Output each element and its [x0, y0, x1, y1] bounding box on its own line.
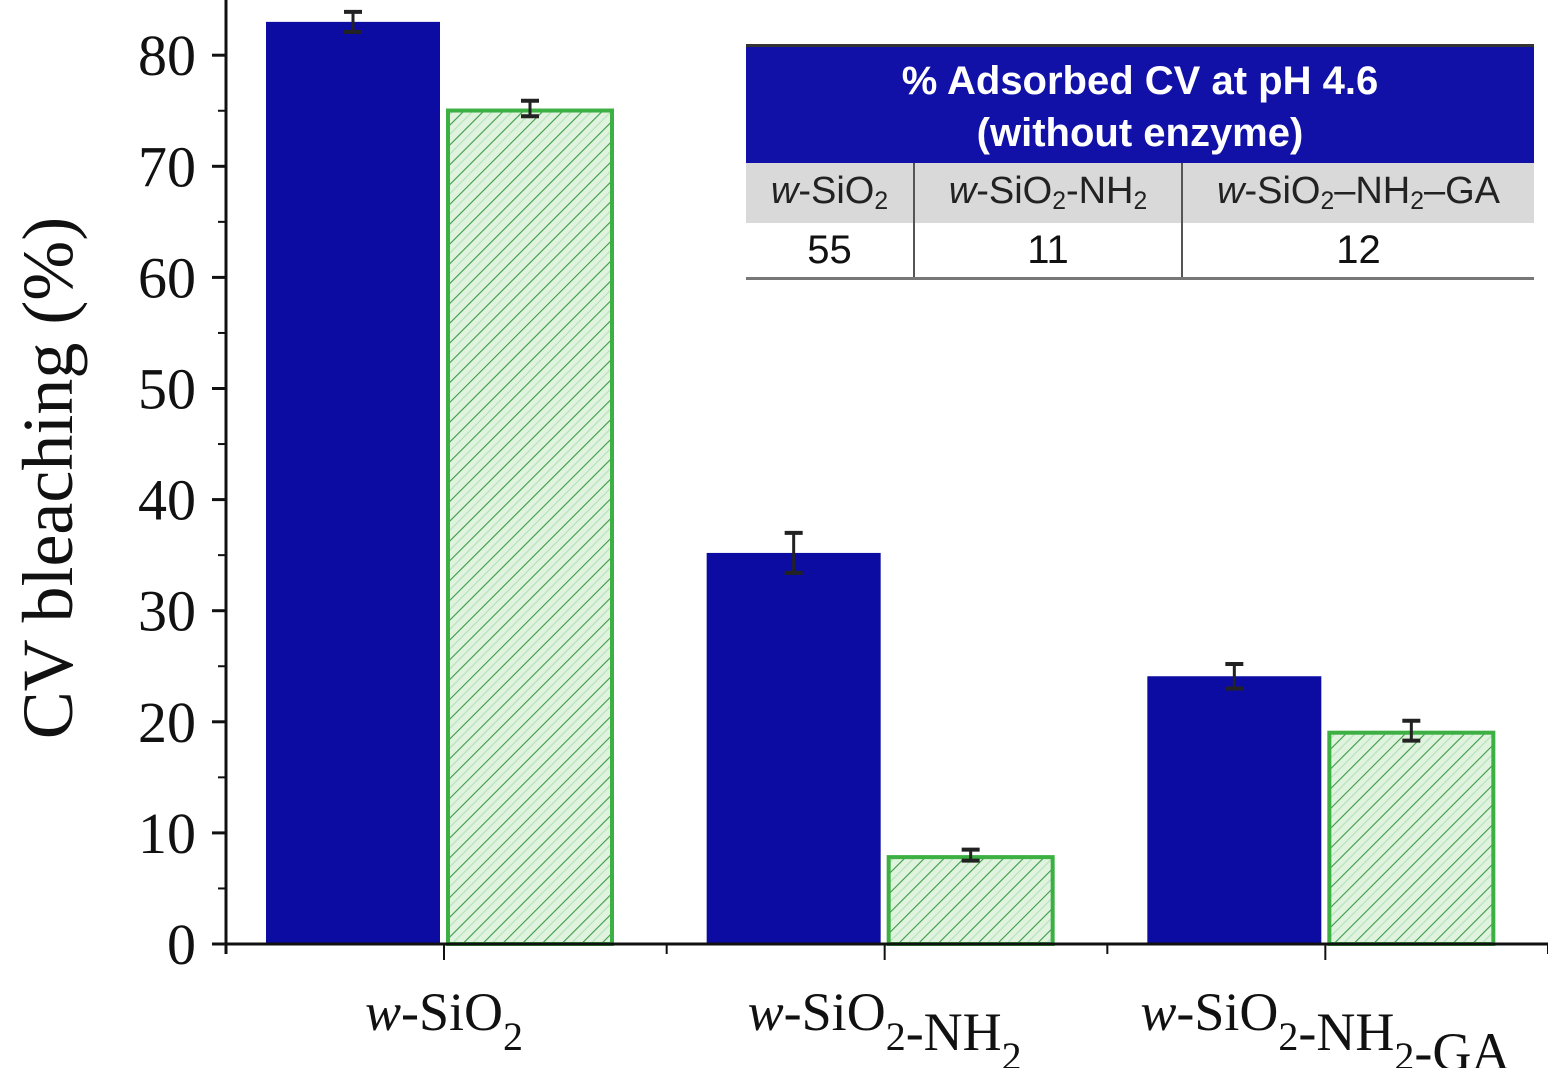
- inset-value-row: 55 11 12: [746, 223, 1534, 280]
- y-tick-label: 10: [138, 801, 196, 866]
- x-tick-label: w-SiO2: [365, 982, 523, 1059]
- x-tick-label: w-SiO2-NH2-GA: [1140, 982, 1510, 1068]
- bar-2-w-SiO2-NH2-GA: [1327, 730, 1496, 946]
- x-labels-group: w-SiO2 w-SiO2-NH2 w-SiO2-NH2-GA: [365, 982, 1510, 1068]
- inset-table: % Adsorbed CV at pH 4.6 (without enzyme)…: [746, 44, 1534, 280]
- bar-1-w-SiO2: [266, 21, 440, 945]
- bar-1-w-SiO2-NH2: [706, 552, 881, 944]
- bar-1-w-SiO2-NH2-GA: [1147, 676, 1322, 944]
- inset-data-table: w-SiO2 w-SiO2-NH2 w-SiO2–NH2–GA 55 11 12: [746, 163, 1534, 280]
- y-tick-label: 0: [167, 912, 196, 977]
- inset-column-header: w-SiO2–NH2–GA: [1182, 163, 1534, 223]
- y-tick-label: 70: [138, 134, 196, 199]
- inset-table-header: % Adsorbed CV at pH 4.6 (without enzyme): [746, 44, 1534, 163]
- inset-title-line2: (without enzyme): [976, 111, 1304, 155]
- y-tick-label: 40: [138, 468, 196, 533]
- y-axis-title: CV bleaching (%): [8, 217, 88, 740]
- bar-2-w-SiO2: [446, 108, 614, 946]
- y-tick-label: 30: [138, 579, 196, 644]
- y-tick-label: 20: [138, 690, 196, 755]
- bars-group: [266, 21, 1496, 946]
- inset-value-cell: 12: [1182, 223, 1534, 280]
- inset-value-cell: 11: [914, 223, 1183, 280]
- y-tick-label: 60: [138, 245, 196, 310]
- y-tick-label: 50: [138, 357, 196, 422]
- error-bars-group: [344, 9, 1421, 863]
- inset-header-row: w-SiO2 w-SiO2-NH2 w-SiO2–NH2–GA: [746, 163, 1534, 223]
- bar-2-w-SiO2-NH2: [886, 855, 1055, 946]
- inset-column-header: w-SiO2: [746, 163, 915, 223]
- inset-column-header: w-SiO2-NH2: [914, 163, 1183, 223]
- inset-title-line1: % Adsorbed CV at pH 4.6: [901, 59, 1379, 103]
- x-tick-label: w-SiO2-NH2: [748, 982, 1022, 1068]
- axes-group: [216, 0, 1548, 960]
- y-ticks-group: 0 10 20 30 40 50 60 70 80: [138, 23, 226, 977]
- inset-value-cell: 55: [746, 223, 915, 280]
- y-tick-label: 80: [138, 23, 196, 88]
